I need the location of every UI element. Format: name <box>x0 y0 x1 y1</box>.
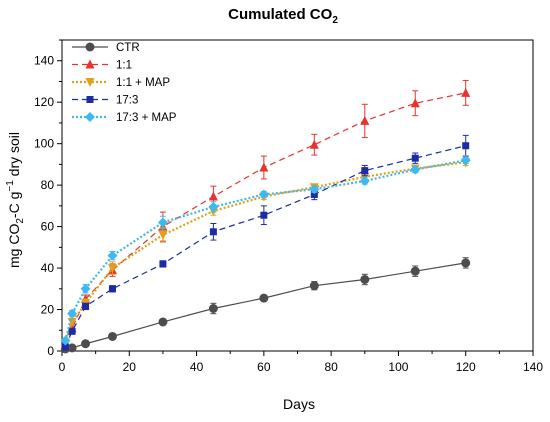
data-point <box>259 293 269 303</box>
data-point <box>359 175 370 186</box>
data-point <box>61 343 69 351</box>
data-point <box>157 217 168 228</box>
data-point <box>258 189 269 200</box>
data-point <box>158 230 168 240</box>
series-2 <box>60 158 471 348</box>
y-tick-label-0: 0 <box>47 344 54 358</box>
legend: CTR 1:1 1:1 + MAP 17:3 17:3 + MAP <box>72 42 177 124</box>
legend-label-2: 1:1 + MAP <box>116 77 170 89</box>
data-point <box>209 228 217 236</box>
series-line <box>64 92 466 346</box>
y-axis-label-text-3: dry soil <box>6 132 22 180</box>
y-tick-label-40: 40 <box>41 261 55 275</box>
data-point <box>410 164 421 175</box>
data-point <box>82 302 90 310</box>
y-tick-label-20: 20 <box>41 303 55 317</box>
data-point <box>159 260 167 268</box>
data-point <box>360 115 370 125</box>
x-axis-label: Days <box>283 396 315 412</box>
y-axis-label: mg CO2-C g−1 dry soil <box>5 132 26 268</box>
legend-label-4: 17:3 + MAP <box>116 112 177 124</box>
chart-title: Cumulated CO2 <box>228 6 338 26</box>
data-point <box>411 154 419 162</box>
plot-area: 0 20 40 60 80 100 120 140 0 20 40 60 80 100 120 140 CTR 1… <box>34 39 543 374</box>
y-axis-label-text-2: -C g <box>6 192 22 218</box>
legend-label-0: CTR <box>116 42 140 54</box>
data-point <box>80 283 91 294</box>
legend-marker-2 <box>85 78 95 87</box>
x-tick-label-20: 20 <box>123 360 137 374</box>
y-tick-label-120: 120 <box>34 95 54 109</box>
series-line <box>65 262 466 350</box>
y-tick-label-80: 80 <box>41 178 55 192</box>
data-point <box>461 87 471 97</box>
legend-label-3: 17:3 <box>116 95 138 107</box>
data-point <box>361 167 369 175</box>
series-3 <box>61 134 470 351</box>
data-point <box>68 327 76 335</box>
data-point <box>259 162 269 172</box>
data-point <box>309 281 319 291</box>
data-point <box>60 335 71 346</box>
x-tick-label-60: 60 <box>257 360 271 374</box>
chart-title-subscript: 2 <box>332 15 338 26</box>
series-4 <box>60 155 471 346</box>
series-0 <box>60 257 471 354</box>
data-point <box>81 339 91 349</box>
data-point <box>309 184 320 195</box>
legend-marker-1 <box>85 59 95 69</box>
y-axis-label-subscript: 2 <box>15 218 26 224</box>
legend-label-1: 1:1 <box>116 60 132 72</box>
data-point <box>460 155 471 166</box>
series-line <box>64 161 466 344</box>
data-point <box>208 201 219 212</box>
y-axis-label-superscript: −1 <box>5 180 16 192</box>
data-point <box>67 308 78 319</box>
data-point <box>107 250 118 261</box>
data-point <box>107 331 117 341</box>
data-point <box>260 211 268 219</box>
data-point <box>208 191 218 201</box>
x-tick-label-100: 100 <box>388 360 408 374</box>
y-tick-label-60: 60 <box>41 220 55 234</box>
data-point <box>107 264 117 274</box>
chart-title-text: Cumulated CO <box>228 6 333 23</box>
legend-marker-3 <box>86 96 94 103</box>
data-point <box>360 274 370 284</box>
data-point <box>410 98 420 108</box>
data-point <box>158 317 168 327</box>
data-point <box>310 190 318 198</box>
y-axis-label-text: mg CO <box>6 224 22 268</box>
legend-marker-4 <box>85 112 95 122</box>
series-line <box>64 145 466 348</box>
x-tick-label-120: 120 <box>456 360 476 374</box>
data-point <box>309 139 319 149</box>
x-tick-label-40: 40 <box>190 360 204 374</box>
data-point <box>462 142 470 150</box>
series-line <box>64 159 466 341</box>
data-point <box>208 303 218 313</box>
legend-marker-0 <box>85 42 95 52</box>
x-tick-label-0: 0 <box>59 360 66 374</box>
y-tick-label-100: 100 <box>34 137 54 151</box>
y-tick-label-140: 140 <box>34 54 54 68</box>
data-point <box>410 266 420 276</box>
data-point <box>461 258 471 268</box>
x-tick-label-80: 80 <box>324 360 338 374</box>
data-point <box>108 285 116 293</box>
x-tick-label-140: 140 <box>523 360 543 374</box>
